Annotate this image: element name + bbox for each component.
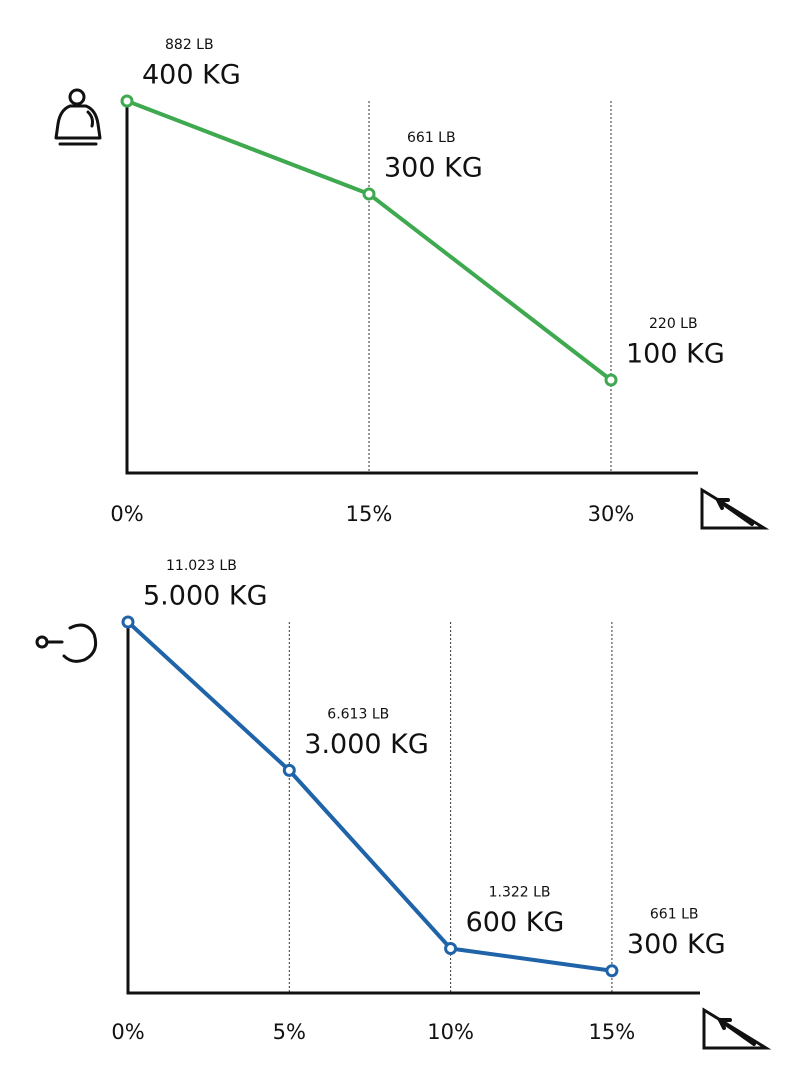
secondary-label: 661 LB bbox=[407, 130, 456, 146]
value-label: 100 KG bbox=[626, 339, 725, 370]
hook-icon bbox=[35, 623, 98, 663]
value-label: 600 KG bbox=[466, 907, 565, 938]
secondary-label: 1.322 LB bbox=[489, 884, 551, 900]
data-point bbox=[604, 373, 618, 387]
weight-icon bbox=[54, 88, 102, 146]
value-label: 400 KG bbox=[142, 60, 241, 91]
data-point bbox=[121, 615, 135, 629]
secondary-label: 220 LB bbox=[649, 316, 698, 332]
x-tick-label: 10% bbox=[427, 1020, 474, 1044]
x-tick-label: 5% bbox=[273, 1020, 306, 1044]
axes bbox=[126, 622, 700, 995]
data-point bbox=[362, 187, 376, 201]
value-label: 300 KG bbox=[627, 929, 726, 960]
secondary-label: 11.023 LB bbox=[166, 558, 237, 574]
value-label: 3.000 KG bbox=[304, 729, 429, 760]
secondary-label: 6.613 LB bbox=[327, 706, 389, 722]
slope-icon bbox=[700, 487, 770, 530]
x-tick-label: 0% bbox=[110, 502, 143, 526]
x-tick-label: 0% bbox=[111, 1020, 144, 1044]
axes bbox=[125, 101, 698, 475]
data-point bbox=[120, 94, 134, 108]
data-point bbox=[444, 941, 458, 955]
x-tick-label: 15% bbox=[589, 1020, 636, 1044]
value-label: 5.000 KG bbox=[143, 581, 268, 612]
value-label: 300 KG bbox=[384, 153, 483, 184]
x-tick-label: 15% bbox=[346, 502, 393, 526]
secondary-label: 882 LB bbox=[165, 37, 214, 53]
x-tick-label: 30% bbox=[588, 502, 635, 526]
data-point bbox=[282, 763, 296, 777]
secondary-label: 661 LB bbox=[650, 907, 699, 923]
data-line bbox=[126, 620, 613, 973]
data-point bbox=[605, 964, 619, 978]
slope-icon bbox=[702, 1007, 772, 1050]
